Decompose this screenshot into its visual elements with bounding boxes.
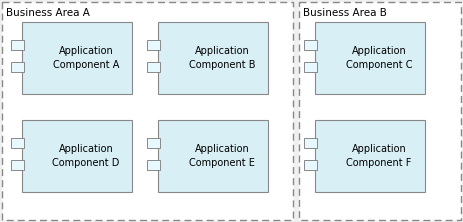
Bar [315,120,425,192]
Bar [22,120,132,192]
Text: Application
Component B: Application Component B [188,46,255,70]
Text: Application
Component C: Application Component C [345,46,412,70]
Bar [299,2,461,220]
Text: Business Area A: Business Area A [6,8,90,18]
Bar [147,138,160,148]
Bar [11,40,24,50]
Bar [304,40,317,50]
Bar [304,61,317,72]
Bar [158,22,268,94]
Text: Business Area B: Business Area B [303,8,387,18]
Bar [147,40,160,50]
Bar [147,61,160,72]
Bar [147,160,160,170]
Bar [11,61,24,72]
Text: Application
Component A: Application Component A [53,46,119,70]
Bar [11,160,24,170]
Text: Application
Component F: Application Component F [346,144,412,168]
Bar [304,160,317,170]
Bar [315,22,425,94]
Bar [304,138,317,148]
Text: Application
Component E: Application Component E [189,144,255,168]
Bar [22,22,132,94]
Text: Application
Component D: Application Component D [52,144,119,168]
Bar [2,2,293,220]
Bar [158,120,268,192]
Bar [11,138,24,148]
